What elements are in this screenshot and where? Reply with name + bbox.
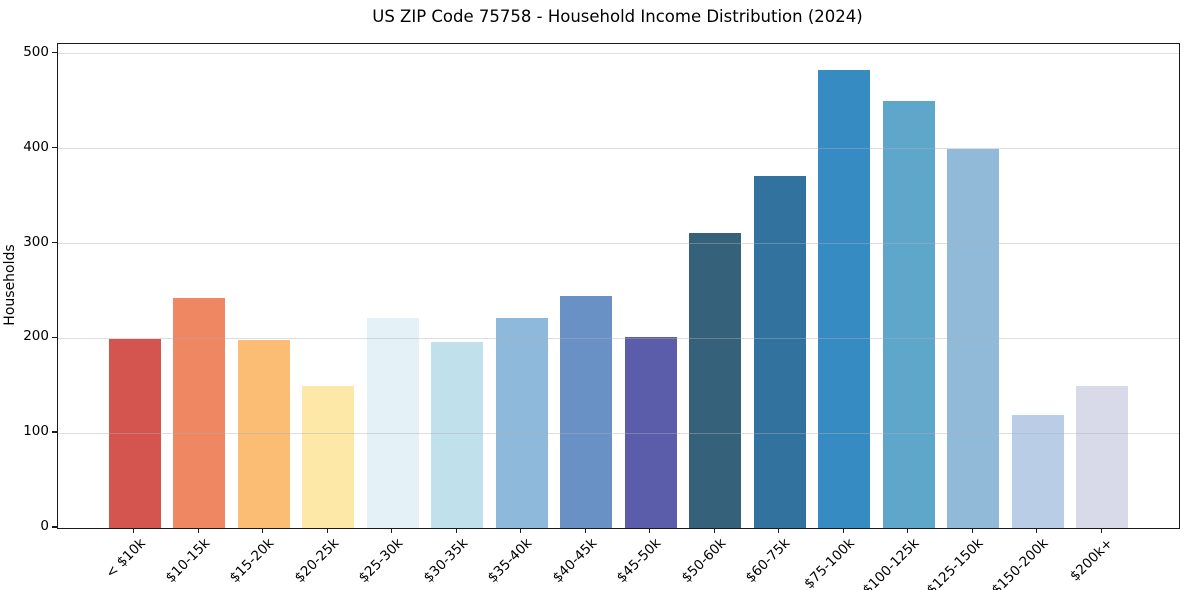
x-tick-mark	[262, 528, 264, 533]
plot-area	[57, 43, 1180, 529]
x-tick-label: $35-40k	[484, 535, 536, 586]
x-tick-mark	[584, 528, 586, 533]
x-tick-mark	[649, 528, 651, 533]
x-tick-mark	[455, 528, 457, 533]
x-tick-label: $30-35k	[420, 535, 471, 586]
x-tick-mark	[842, 528, 844, 533]
bar-20-25k	[302, 385, 355, 528]
bar-200k	[1076, 385, 1129, 528]
x-tick-label: $50-60k	[678, 535, 729, 586]
x-tick-label: $60-75k	[742, 535, 794, 586]
bar-25-30k	[366, 318, 419, 528]
x-tick-mark	[326, 528, 328, 533]
x-tick-label: $45-50k	[613, 535, 665, 586]
bar-60-75k	[753, 175, 806, 528]
x-tick-label: $100-125k	[859, 535, 923, 590]
bar-150-200k	[1011, 415, 1064, 528]
bar-100-125k	[882, 100, 935, 528]
y-axis-label: Households	[2, 244, 18, 326]
bar-30-35k	[431, 342, 484, 528]
bar-40-45k	[560, 295, 613, 528]
y-tick-mark	[52, 146, 57, 148]
x-tick-label: $200k+	[1066, 535, 1116, 585]
x-tick-label: $10-15k	[162, 535, 213, 586]
gridline-y-500	[58, 52, 1179, 54]
x-tick-label: $25-30k	[355, 535, 407, 586]
x-tick-label: $150-200k	[988, 535, 1052, 590]
gridline-y-100	[58, 432, 1179, 434]
x-tick-label: $125-150k	[924, 535, 987, 590]
bar-10k	[108, 339, 161, 528]
x-tick-mark	[520, 528, 522, 533]
gridline-y-200	[58, 337, 1179, 339]
y-tick-mark	[52, 431, 57, 433]
y-tick-label: 200	[23, 328, 49, 345]
y-tick-mark	[52, 51, 57, 54]
x-tick-mark	[133, 528, 135, 533]
x-tick-mark	[778, 528, 780, 533]
x-tick-mark	[1100, 528, 1102, 533]
gridline-y-300	[58, 242, 1179, 244]
x-tick-mark	[907, 528, 909, 533]
bar-125-150k	[947, 149, 1000, 528]
bar-10-15k	[173, 298, 226, 528]
y-tick-label: 100	[23, 423, 49, 440]
gridline-y-400	[58, 147, 1179, 149]
x-tick-mark	[197, 528, 199, 533]
bar-75-100k	[818, 69, 871, 528]
bar-50-60k	[689, 232, 742, 528]
bar-15-20k	[237, 340, 290, 528]
y-tick-mark	[52, 526, 57, 528]
x-tick-mark	[391, 528, 393, 533]
x-tick-mark	[971, 528, 973, 533]
y-tick-label: 0	[40, 518, 49, 535]
chart-title: US ZIP Code 75758 - Household Income Dis…	[372, 7, 863, 26]
y-tick-label: 300	[23, 233, 49, 250]
x-tick-label: $75-100k	[801, 535, 858, 590]
y-tick-mark	[52, 336, 57, 338]
y-tick-mark	[52, 241, 57, 243]
x-tick-label: $20-25k	[291, 535, 342, 586]
x-tick-label: < $10k	[102, 535, 149, 582]
y-tick-label: 500	[23, 43, 49, 60]
bar-35-40k	[495, 318, 548, 528]
x-tick-label: $40-45k	[549, 535, 600, 586]
x-tick-label: $15-20k	[226, 535, 278, 586]
x-tick-mark	[1036, 528, 1038, 533]
bar-45-50k	[624, 337, 677, 528]
x-tick-mark	[713, 528, 715, 533]
y-tick-label: 400	[23, 138, 49, 155]
